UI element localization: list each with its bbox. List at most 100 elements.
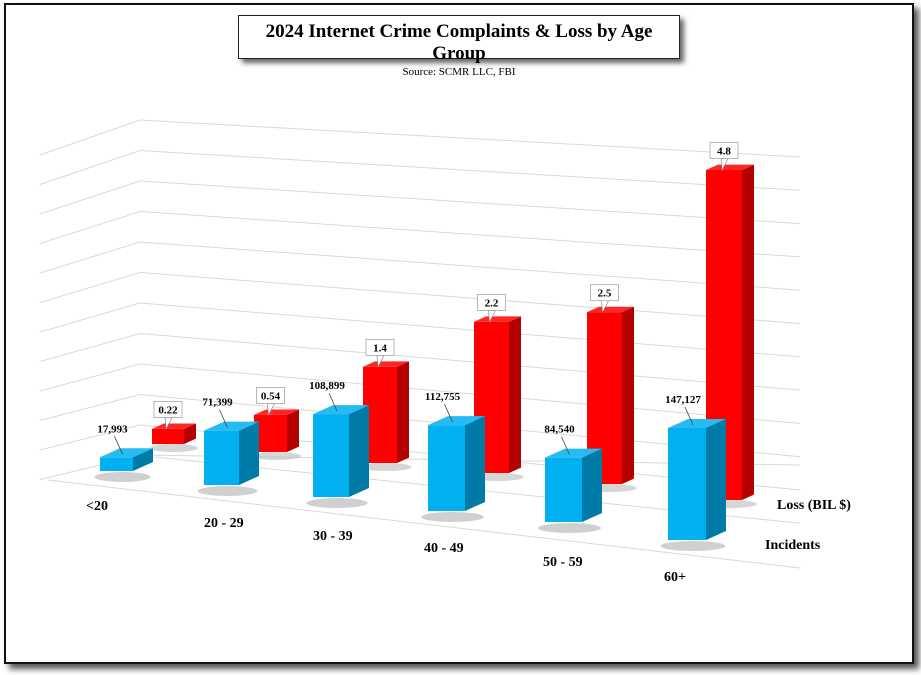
- loss-label-box: [709, 142, 739, 159]
- category-tick-label: 40 - 49: [424, 541, 464, 556]
- loss-data-label: 2.2: [485, 297, 499, 309]
- gridline-back: [139, 302, 801, 358]
- loss-bar-shadow: [251, 452, 302, 460]
- gridline-left: [39, 394, 141, 421]
- gridline-left: [39, 272, 141, 303]
- category-tick-label: 60+: [664, 570, 686, 585]
- loss-bar-top: [363, 361, 409, 367]
- incident-bar-shadow: [660, 541, 726, 551]
- incident-bar: [545, 448, 602, 522]
- gridline-left: [39, 302, 141, 333]
- chart-subtitle: Source: SCMR LLC, FBI: [402, 66, 516, 78]
- incident-bar-side: [239, 421, 259, 485]
- loss-bar-shadow: [360, 463, 412, 471]
- incident-bar-shadow: [94, 472, 151, 482]
- loss-bar: [363, 361, 409, 463]
- incident-bar-shadow: [538, 523, 601, 533]
- incident-data-label: 71,399: [202, 397, 233, 409]
- gridline-back: [139, 180, 801, 225]
- incident-bar-top: [428, 416, 485, 426]
- loss-data-label: 1.4: [373, 342, 387, 354]
- category-tick-label: 20 - 29: [204, 516, 244, 531]
- incident-bar-side: [582, 448, 602, 522]
- chart-title: 2024 Internet Crime Complaints & Loss by…: [265, 21, 653, 64]
- loss-bar-side: [622, 306, 634, 484]
- incident-data-label: 112,755: [425, 391, 461, 403]
- gridline-left: [39, 150, 141, 185]
- gridline-back: [139, 241, 801, 291]
- incident-bar-side: [349, 405, 369, 497]
- incident-bar-side: [133, 448, 153, 471]
- loss-data-label: 2.5: [598, 288, 612, 300]
- incident-bar-front: [204, 430, 239, 485]
- loss-data-label: 0.54: [261, 390, 281, 402]
- incident-bar-top: [668, 419, 726, 428]
- incident-bar: [428, 416, 485, 511]
- loss-bar-top: [706, 164, 754, 170]
- incident-bar-shadow: [306, 498, 368, 508]
- gridline-left: [39, 211, 141, 244]
- loss-bar-top: [474, 316, 521, 322]
- loss-bar-top: [587, 306, 634, 313]
- gridline-left: [39, 119, 141, 156]
- incident-label-leader: [219, 409, 228, 428]
- incident-bar: [204, 421, 259, 485]
- gridline-left: [39, 180, 141, 215]
- loss-bar-top: [152, 423, 196, 429]
- category-tick-label: <20: [86, 499, 108, 514]
- incident-bar-top: [313, 405, 369, 415]
- gridline-left: [39, 241, 141, 274]
- incident-bar-front: [668, 428, 706, 540]
- incident-bar: [668, 419, 726, 540]
- category-tick-label: 30 - 39: [313, 529, 353, 544]
- series-labels: Incidents Loss (BIL $): [765, 498, 851, 553]
- gridline-back: [139, 333, 801, 391]
- incident-label-leader: [328, 392, 338, 412]
- gridline-left: [39, 424, 141, 451]
- gridline-left: [39, 333, 141, 362]
- title-box: 2024 Internet Crime Complaints & Loss by…: [238, 15, 680, 78]
- bars: [100, 164, 754, 540]
- loss-bar-top: [254, 409, 299, 415]
- incident-bar-top: [204, 421, 259, 431]
- loss-bar-side: [397, 361, 409, 463]
- incident-bar-front: [100, 457, 133, 471]
- gridline-back: [139, 119, 801, 158]
- incident-label-leader: [444, 404, 453, 423]
- incident-label-leader: [561, 436, 570, 455]
- loss-bar: [152, 423, 196, 444]
- incident-data-label: 84,540: [544, 424, 575, 436]
- incident-bar-side: [706, 419, 726, 540]
- loss-data-label: 0.22: [158, 404, 178, 416]
- data-labels: 0.22 0.54 1.4 2.2 2.5 4.8 17,993 71,399 108,899 1…: [97, 142, 739, 455]
- series-label-incidents: Incidents: [765, 538, 821, 553]
- incident-bar-shadow: [197, 486, 258, 496]
- incident-bar-front: [313, 414, 349, 497]
- gridline-back: [139, 272, 801, 324]
- incident-data-label: 17,993: [97, 423, 128, 435]
- loss-label-box: [153, 401, 183, 418]
- incident-bar-front: [428, 425, 465, 511]
- loss-bar-side: [742, 164, 754, 500]
- floor-edge-front: [47, 479, 801, 569]
- chart-frame: 2024 Internet Crime Complaints & Loss by…: [4, 3, 914, 664]
- incident-bar: [313, 405, 369, 497]
- loss-label-box: [365, 339, 395, 356]
- incident-bar-top: [100, 448, 153, 458]
- incident-data-label: 147,127: [665, 394, 701, 406]
- loss-label-box: [256, 387, 285, 404]
- incident-bar-shadow: [421, 512, 484, 522]
- incident-label-leader: [684, 406, 694, 426]
- gridline-back: [139, 150, 801, 191]
- loss-bar-side: [184, 423, 196, 444]
- loss-bar-shadow: [150, 444, 198, 452]
- incident-data-label: 108,899: [309, 380, 345, 392]
- loss-bar-side: [509, 316, 521, 473]
- incident-label-leader: [114, 436, 123, 455]
- category-tick-label: 50 - 59: [543, 555, 583, 570]
- incident-bar-top: [545, 448, 602, 458]
- loss-bar: [254, 409, 299, 452]
- gridline-back: [139, 363, 801, 424]
- loss-label-box: [590, 284, 619, 302]
- gridline-left: [39, 363, 141, 392]
